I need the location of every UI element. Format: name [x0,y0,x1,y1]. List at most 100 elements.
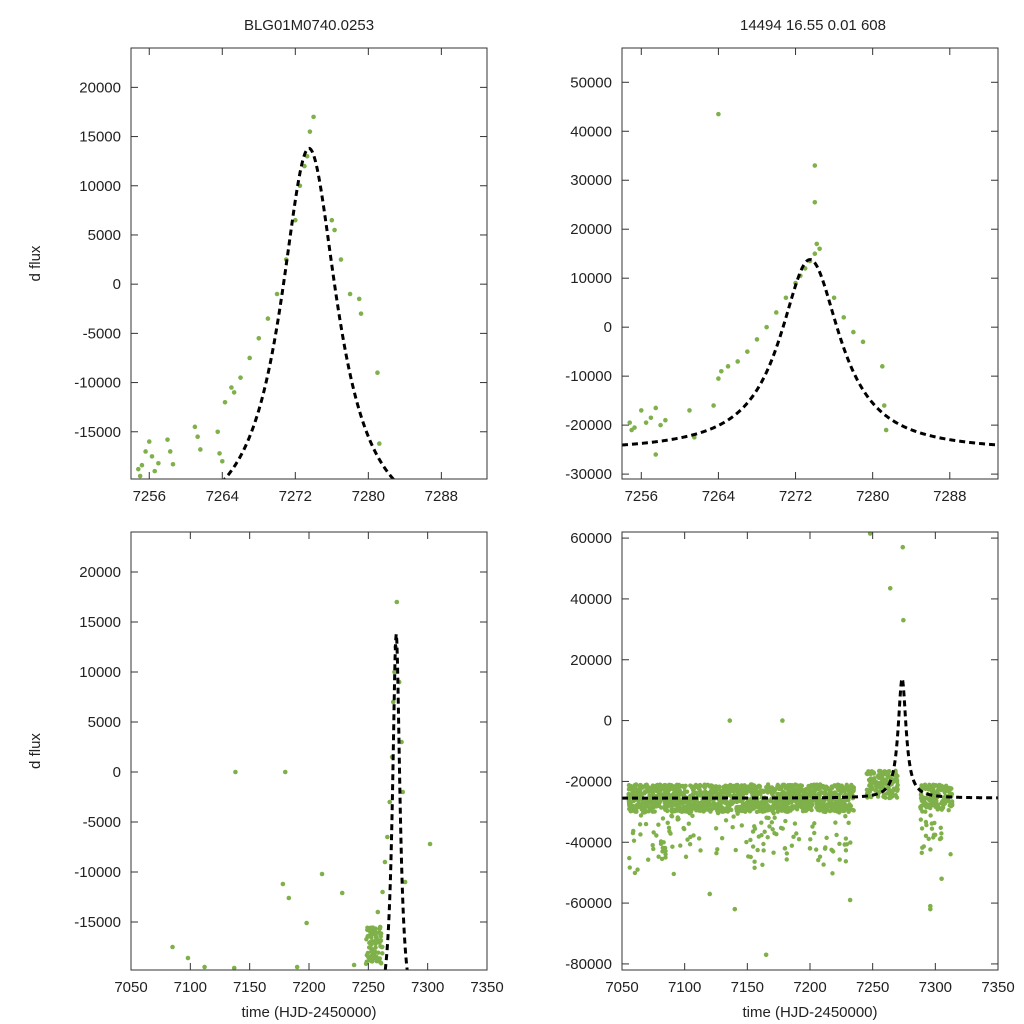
data-point [373,945,378,950]
data-point [881,403,887,408]
data-point [808,837,813,842]
data-point [760,862,765,867]
y-tick-label: 40000 [570,591,612,608]
data-point [697,782,703,788]
data-point [846,820,851,826]
data-point [923,809,928,814]
y-tick-label: -5000 [83,814,121,831]
data-point [727,718,733,723]
data-point [763,952,769,958]
data-point [663,855,668,860]
data-point [878,768,883,774]
data-point [645,857,651,862]
data-point [942,801,948,806]
data-point [652,809,657,814]
data-point [787,793,792,798]
data-point [644,802,649,807]
x-tick-label: 7350 [470,979,503,996]
data-point [837,841,842,847]
data-point [794,807,800,812]
data-point [427,841,433,847]
data-point [832,783,837,788]
data-point [628,807,633,813]
data-point [936,785,941,790]
data-point [711,800,716,805]
y-tick-label: 0 [113,764,121,781]
y-tick-label: -10000 [565,368,612,385]
data-point [647,805,652,810]
data-point [716,376,721,381]
data-point [782,846,788,851]
x-tick-label: 7050 [605,979,638,996]
x-tick-label: 7280 [352,488,385,505]
data-point [821,862,826,867]
data-point [807,846,813,851]
data-point [671,802,676,807]
data-point [781,803,786,808]
data-point [843,836,849,841]
data-point [778,825,784,831]
data-point [637,822,643,827]
data-point [282,769,288,775]
data-point [867,532,873,536]
data-point [727,793,733,798]
data-point [631,838,637,843]
data-point [167,449,173,454]
data-point [737,790,742,796]
data-point [786,801,791,806]
data-point [775,782,781,788]
data-point [367,928,372,934]
data-point [851,329,856,335]
x-tick-label: 7256 [625,488,658,505]
data-point [698,807,703,813]
data-point [792,821,798,826]
data-point [368,939,374,945]
data-point [658,422,663,428]
data-point [812,798,817,803]
data-point [751,799,756,804]
data-point [812,251,818,256]
data-point [814,241,820,247]
plot-area [622,111,998,457]
data-point [823,786,828,791]
data-point [382,859,388,865]
y-tick-label: -40000 [565,834,612,851]
data-point [293,217,298,223]
y-tick-label: 60000 [570,530,612,547]
data-point [378,944,383,949]
data-point [635,867,640,872]
data-point [757,806,762,811]
data-point [926,836,931,842]
data-point [838,783,844,788]
data-point [638,802,643,807]
data-point [810,784,816,790]
x-tick-label: 7272 [779,488,812,505]
data-point [817,246,822,252]
data-point [370,925,376,930]
data-point [696,792,701,798]
data-point [770,827,775,832]
data-point [928,847,933,852]
data-point [752,859,757,864]
data-point [795,789,800,794]
data-point [886,790,891,795]
data-point [222,399,228,405]
data-point [380,889,385,895]
data-point [799,783,805,788]
data-point [366,954,371,960]
data-point [265,316,271,321]
data-point [750,844,756,849]
data-point [929,826,935,831]
data-point [948,852,953,857]
data-point [771,850,776,855]
data-point [137,473,143,479]
data-point [688,834,693,840]
data-point [816,786,821,791]
data-point [274,291,280,297]
data-point [665,784,671,790]
data-point [656,822,661,827]
plot-area [170,599,433,970]
data-point [839,788,844,793]
data-point [192,424,198,430]
data-point [643,420,649,425]
